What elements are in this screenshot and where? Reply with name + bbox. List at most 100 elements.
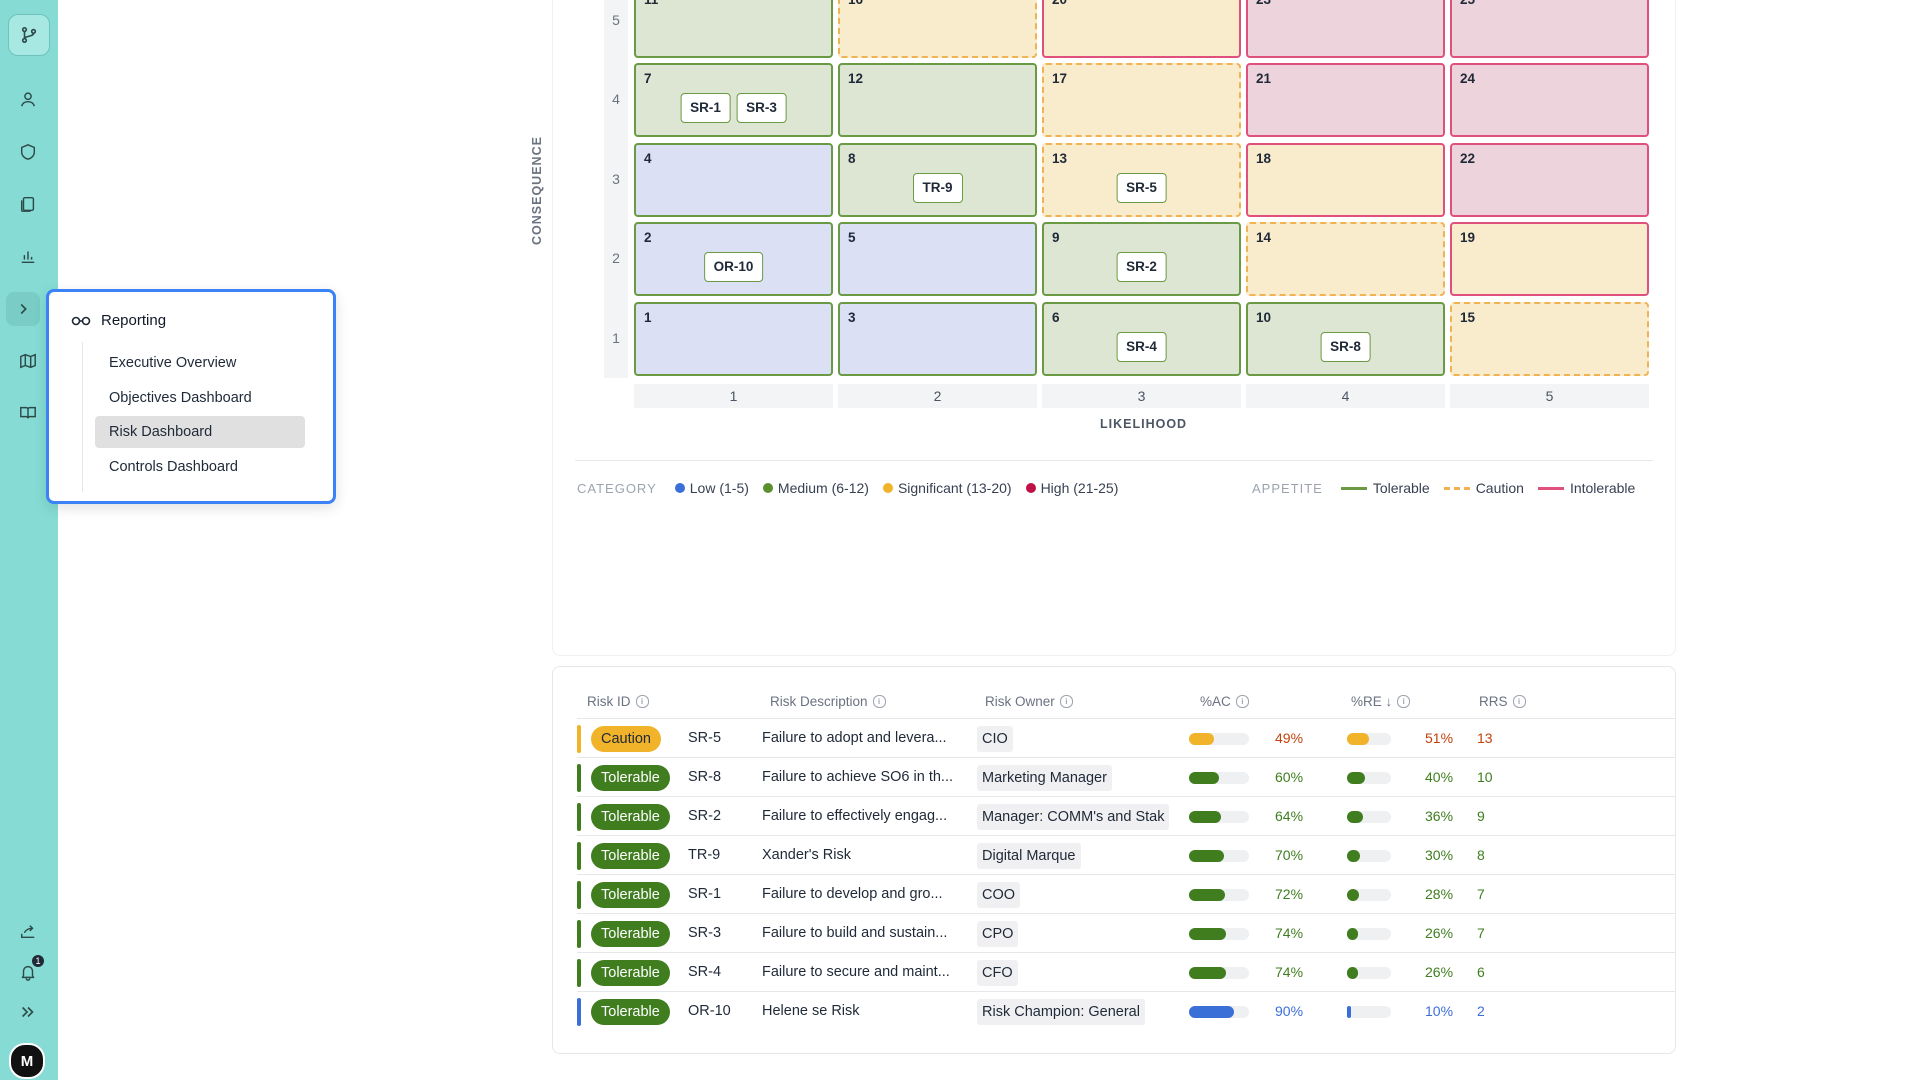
y-axis-band — [604, 0, 628, 378]
matrix-cell-23[interactable]: 23 — [1246, 0, 1445, 58]
matrix-cell-20[interactable]: 20 — [1042, 0, 1241, 58]
column-header-ac[interactable]: %AC i — [1200, 694, 1249, 709]
matrix-cell-6[interactable]: 6 SR-4 — [1042, 302, 1241, 376]
risk-id[interactable]: SR-5 — [688, 730, 722, 746]
matrix-cell-13[interactable]: 13 SR-5 — [1042, 143, 1241, 217]
matrix-cell-17[interactable]: 17 — [1042, 63, 1241, 137]
matrix-cell-19[interactable]: 19 — [1450, 222, 1649, 296]
bell-icon[interactable] — [10, 954, 46, 990]
avatar[interactable]: M — [9, 1043, 45, 1079]
table-row[interactable]: Tolerable SR-8 Failure to achieve SO6 in t… — [577, 757, 1675, 797]
column-header-rrs[interactable]: RRS i — [1479, 694, 1526, 709]
matrix-cell-16[interactable]: 16 — [838, 0, 1037, 58]
menu-item-executive-overview[interactable]: Executive Overview — [109, 355, 237, 371]
info-icon[interactable]: i — [1235, 695, 1249, 708]
user-icon[interactable] — [10, 81, 46, 117]
share-icon[interactable] — [10, 913, 46, 949]
risk-id[interactable]: SR-1 — [688, 886, 722, 902]
re-percent: 10% — [1425, 1003, 1454, 1019]
shield-icon[interactable] — [10, 134, 46, 170]
info-icon[interactable]: i — [1397, 695, 1411, 708]
matrix-cell-21[interactable]: 21 — [1246, 63, 1445, 137]
risk-chip[interactable]: SR-4 — [1116, 332, 1167, 362]
column-header-re[interactable]: %RE ↓ i — [1351, 694, 1411, 709]
matrix-cell-1[interactable]: 1 — [634, 302, 833, 376]
matrix-cell-24[interactable]: 24 — [1450, 63, 1649, 137]
document-icon[interactable] — [10, 186, 46, 222]
rrs-value: 2 — [1477, 1003, 1485, 1019]
matrix-cell-4[interactable]: 4 — [634, 143, 833, 217]
risk-chip[interactable]: SR-1 — [680, 93, 731, 123]
column-header-risk-description[interactable]: Risk Description i — [770, 694, 886, 709]
matrix-cell-18[interactable]: 18 — [1246, 143, 1445, 217]
risk-description[interactable]: Failure to adopt and levera... — [762, 730, 947, 746]
table-row[interactable]: Tolerable SR-2 Failure to effectively enga… — [577, 796, 1675, 836]
risk-chip[interactable]: TR-9 — [912, 173, 963, 203]
double-chevron-icon[interactable] — [10, 994, 46, 1030]
appetite-legend-item: Caution — [1443, 480, 1524, 496]
menu-item-objectives-dashboard[interactable]: Objectives Dashboard — [109, 390, 252, 406]
risk-chip[interactable]: SR-3 — [736, 93, 787, 123]
matrix-cell-10[interactable]: 10 SR-8 — [1246, 302, 1445, 376]
row-indicator — [577, 998, 581, 1026]
matrix-cell-22[interactable]: 22 — [1450, 143, 1649, 217]
menu-item-risk-dashboard[interactable]: Risk Dashboard — [95, 416, 305, 448]
risk-table: Risk ID i Risk Description i Risk Owner i %… — [552, 666, 1676, 1054]
risk-id[interactable]: SR-4 — [688, 964, 722, 980]
matrix-cell-3[interactable]: 3 — [838, 302, 1037, 376]
table-row[interactable]: Tolerable SR-1 Failure to develop and gro.… — [577, 874, 1675, 914]
risk-description[interactable]: Failure to secure and maint... — [762, 964, 950, 980]
info-icon[interactable]: i — [872, 695, 886, 708]
risk-chip[interactable]: SR-2 — [1116, 252, 1167, 282]
risk-id[interactable]: OR-10 — [688, 1003, 731, 1019]
table-row[interactable]: Tolerable SR-3 Failure to build and sustai… — [577, 913, 1675, 953]
x-tick-label: 4 — [1246, 384, 1445, 408]
matrix-cell-8[interactable]: 8 TR-9 — [838, 143, 1037, 217]
info-icon[interactable]: i — [1059, 695, 1073, 708]
chart-icon[interactable] — [10, 238, 46, 274]
cell-score: 18 — [1256, 151, 1272, 166]
category-legend-item: Low (1-5) — [674, 480, 749, 496]
column-header-label: Risk ID — [587, 694, 631, 709]
matrix-cell-25[interactable]: 25 — [1450, 0, 1649, 58]
matrix-cell-7[interactable]: 7 SR-1 SR-3 — [634, 63, 833, 137]
table-row[interactable]: Caution SR-5 Failure to adopt and levera..… — [577, 718, 1675, 758]
matrix-cell-11[interactable]: 11 — [634, 0, 833, 58]
risk-description[interactable]: Xander's Risk — [762, 847, 851, 863]
y-tick-label: 4 — [612, 91, 620, 107]
risk-id[interactable]: SR-3 — [688, 925, 722, 941]
matrix-cell-15[interactable]: 15 — [1450, 302, 1649, 376]
risk-id[interactable]: SR-8 — [688, 769, 722, 785]
column-header-risk-id[interactable]: Risk ID i — [587, 694, 649, 709]
book-icon[interactable] — [10, 395, 46, 431]
matrix-cell-9[interactable]: 9 SR-2 — [1042, 222, 1241, 296]
risk-id[interactable]: TR-9 — [688, 847, 721, 863]
risk-description[interactable]: Failure to achieve SO6 in th... — [762, 769, 954, 785]
map-icon[interactable] — [10, 343, 46, 379]
table-row[interactable]: Tolerable OR-10 Helene se Risk Risk Champio… — [577, 991, 1675, 1031]
cell-score: 1 — [644, 310, 652, 325]
risk-description[interactable]: Failure to build and sustain... — [762, 925, 948, 941]
matrix-cell-2[interactable]: 2 OR-10 — [634, 222, 833, 296]
branch-icon[interactable] — [8, 14, 50, 56]
cell-score: 16 — [848, 0, 863, 7]
menu-item-controls-dashboard[interactable]: Controls Dashboard — [109, 459, 238, 475]
matrix-cell-14[interactable]: 14 — [1246, 222, 1445, 296]
risk-id[interactable]: SR-2 — [688, 808, 722, 824]
risk-chip[interactable]: SR-5 — [1116, 173, 1167, 203]
info-icon[interactable]: i — [1512, 695, 1526, 708]
table-row[interactable]: Tolerable SR-4 Failure to secure and maint… — [577, 952, 1675, 992]
table-row[interactable]: Tolerable TR-9 Xander's Risk Digital Marque… — [577, 835, 1675, 875]
rrs-value: 7 — [1477, 886, 1485, 902]
matrix-cell-5[interactable]: 5 — [838, 222, 1037, 296]
risk-description[interactable]: Failure to develop and gro... — [762, 886, 943, 902]
category-legend: CATEGORY Low (1-5) Medium (6-12) Significa… — [577, 480, 1118, 496]
info-icon[interactable]: i — [635, 695, 649, 708]
matrix-cell-12[interactable]: 12 — [838, 63, 1037, 137]
column-header-risk-owner[interactable]: Risk Owner i — [985, 694, 1073, 709]
risk-chip[interactable]: OR-10 — [703, 252, 764, 282]
risk-description[interactable]: Failure to effectively engag... — [762, 808, 948, 824]
risk-chip[interactable]: SR-8 — [1320, 332, 1371, 362]
risk-description[interactable]: Helene se Risk — [762, 1003, 860, 1019]
chevron-right-icon[interactable] — [6, 292, 40, 326]
